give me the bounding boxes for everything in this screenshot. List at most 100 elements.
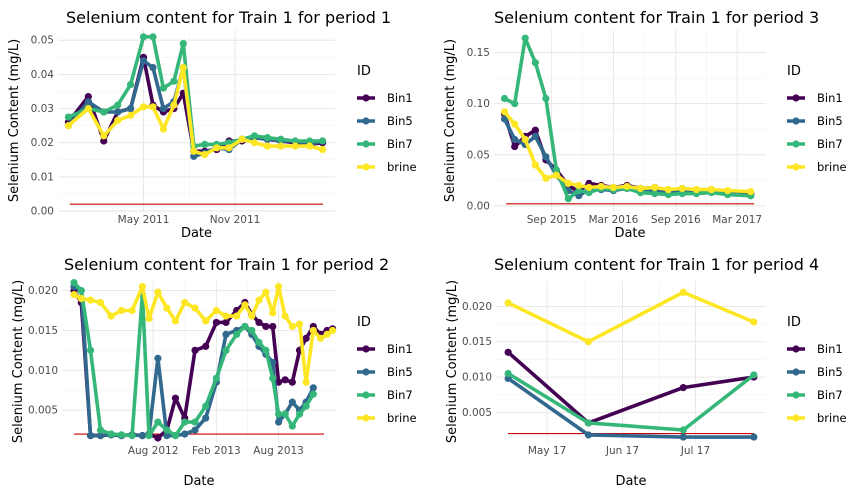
data-point — [154, 288, 162, 296]
data-point — [127, 81, 135, 89]
data-point — [86, 432, 95, 440]
data-point — [552, 171, 561, 179]
data-point — [190, 147, 198, 155]
data-point — [316, 334, 325, 342]
data-point — [295, 320, 304, 328]
x-tick-label: Aug 2012 — [128, 445, 179, 457]
data-point — [504, 299, 512, 307]
data-point — [171, 317, 180, 325]
data-point — [212, 306, 220, 315]
x-axis-label: Date — [181, 226, 212, 241]
data-point — [585, 188, 593, 197]
data-point — [692, 185, 701, 194]
data-point — [212, 318, 220, 327]
legend-label: brine — [387, 160, 417, 174]
data-point — [609, 183, 617, 192]
data-point — [179, 40, 187, 48]
data-point — [138, 432, 147, 440]
legend-label: Bin1 — [817, 91, 843, 105]
data-point — [664, 185, 672, 194]
data-point — [288, 398, 296, 406]
data-point — [154, 434, 162, 442]
legend-label: brine — [387, 411, 417, 425]
data-point — [128, 432, 136, 440]
data-point — [84, 98, 92, 106]
data-point — [139, 33, 148, 41]
data-point — [291, 137, 299, 145]
data-point — [636, 184, 645, 193]
data-point — [511, 120, 519, 128]
data-point — [255, 338, 263, 346]
data-point — [250, 139, 259, 147]
y-tick-label: 0.005 — [462, 407, 492, 419]
x-axis-label: Date — [615, 474, 646, 489]
series-brine — [70, 282, 337, 386]
data-point — [531, 59, 539, 67]
data-point — [521, 34, 529, 42]
y-axis-label: Selenium Content (mg/L) — [11, 280, 26, 443]
legend-label: Bin5 — [817, 365, 843, 379]
data-point — [564, 195, 572, 203]
data-point — [277, 142, 285, 150]
x-tick-label: Nov 2011 — [210, 214, 261, 226]
data-point — [154, 418, 162, 426]
data-point — [171, 394, 180, 402]
data-point — [181, 298, 189, 307]
data-point — [281, 376, 289, 384]
legend-key-point — [362, 117, 370, 125]
x-axis-label: Date — [614, 226, 645, 241]
legend-key-point — [362, 391, 370, 399]
data-point — [500, 115, 509, 123]
chart-title: Selenium content for Train 1 for period … — [494, 255, 819, 274]
data-point — [117, 306, 126, 315]
x-tick-label: May 17 — [528, 445, 566, 457]
legend-label: Bin5 — [387, 365, 413, 379]
data-point — [542, 153, 550, 161]
data-point — [678, 190, 686, 198]
data-point — [107, 312, 115, 320]
legend-key-point — [792, 117, 800, 125]
legend-key-point — [362, 163, 370, 171]
series-brine — [64, 63, 327, 159]
data-point — [679, 426, 687, 434]
data-point — [170, 101, 178, 109]
data-point — [248, 326, 256, 335]
y-axis-label: Selenium Content (mg/L) — [7, 39, 22, 202]
y-tick-label: 0.00 — [31, 206, 54, 218]
data-point — [170, 77, 178, 85]
y-tick-label: 0.15 — [467, 47, 490, 59]
data-point — [309, 390, 317, 398]
data-point — [302, 334, 310, 342]
y-tick-label: 0.00 — [467, 200, 490, 212]
data-point — [504, 348, 512, 356]
data-point — [233, 312, 241, 320]
data-point — [262, 346, 270, 354]
legend-key-point — [792, 391, 800, 399]
legend-key-point — [792, 368, 800, 376]
y-tick-label: 0.04 — [31, 69, 55, 81]
data-point — [201, 140, 209, 149]
series-line — [506, 376, 756, 439]
data-point — [171, 432, 180, 440]
y-tick-label: 0.05 — [467, 149, 490, 161]
data-point — [277, 135, 285, 143]
legend-key-point — [362, 368, 370, 376]
y-tick-label: 0.010 — [28, 365, 58, 377]
data-point — [747, 187, 755, 196]
legend: ID Bin1 Bin5 Bin7 brine — [787, 315, 847, 425]
data-point — [86, 296, 95, 304]
legend-label: Bin1 — [387, 91, 413, 105]
data-point — [117, 431, 126, 439]
data-point — [114, 108, 122, 116]
data-point — [651, 190, 659, 198]
x-tick-label: Aug 2013 — [253, 445, 304, 457]
y-tick-label: 0.10 — [467, 98, 490, 110]
data-point — [309, 326, 317, 335]
data-point — [191, 426, 199, 434]
x-tick-label: Mar 2017 — [712, 214, 762, 226]
data-point — [531, 126, 539, 134]
data-point — [269, 322, 277, 331]
data-point — [100, 132, 108, 140]
x-tick-label: Jun 17 — [605, 445, 639, 457]
data-point — [100, 137, 108, 145]
